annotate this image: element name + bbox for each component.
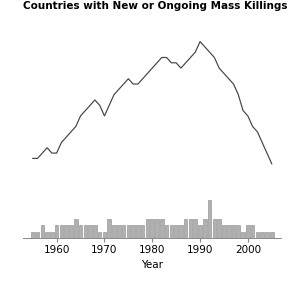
Bar [146,219,149,238]
Bar [165,225,168,238]
Bar [170,225,173,238]
Bar [241,232,245,238]
Bar [232,225,235,238]
Bar [74,219,77,238]
Bar [64,225,68,238]
Bar [126,225,130,238]
Bar [55,225,59,238]
Bar [260,232,264,238]
Bar [93,225,97,238]
Bar [193,219,197,238]
Bar [246,225,250,238]
Bar [160,219,164,238]
Bar [222,225,226,238]
Bar [179,225,183,238]
X-axis label: Year: Year [141,260,163,270]
Bar [251,225,254,238]
Bar [103,232,106,238]
Bar [198,225,202,238]
Bar [189,219,192,238]
Bar [270,232,273,238]
Bar [255,232,259,238]
Bar [69,225,73,238]
Bar [136,225,140,238]
Bar [151,219,154,238]
Bar [41,225,44,238]
Bar [60,225,63,238]
Bar [112,225,116,238]
Bar [174,225,178,238]
Bar [107,219,111,238]
Bar [265,232,269,238]
Bar [117,225,121,238]
Bar [184,219,188,238]
Bar [218,219,221,238]
Bar [84,225,87,238]
Bar [236,225,240,238]
Bar [208,200,211,238]
Bar [98,232,102,238]
Bar [50,232,54,238]
Bar [141,225,144,238]
Bar [227,225,231,238]
Bar [122,225,125,238]
Bar [213,219,216,238]
Bar [88,225,92,238]
Text: Countries with New or Ongoing Mass Killings by Year: Countries with New or Ongoing Mass Killi… [23,1,290,11]
Bar [45,232,49,238]
Bar [131,225,135,238]
Bar [203,219,206,238]
Bar [79,225,82,238]
Bar [36,232,39,238]
Bar [155,219,159,238]
Bar [31,232,35,238]
